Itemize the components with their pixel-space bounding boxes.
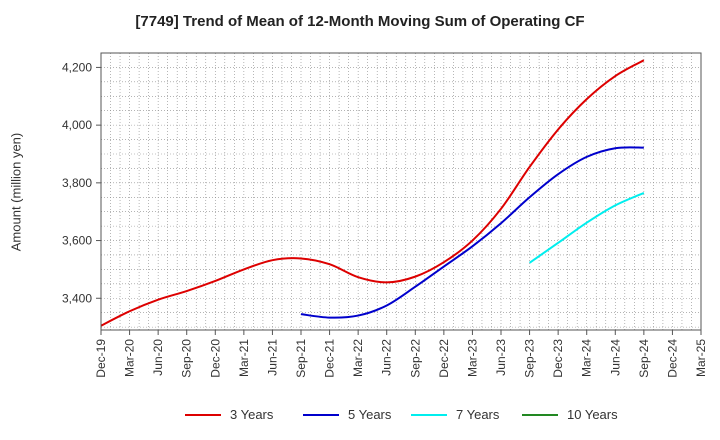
x-tick-label: Jun-21 bbox=[265, 339, 279, 376]
x-tick-label: Sep-20 bbox=[180, 339, 194, 378]
y-tick-label: 3,400 bbox=[62, 291, 92, 305]
legend-swatch bbox=[303, 414, 339, 416]
series-line-7-years bbox=[528, 192, 645, 264]
x-tick-label: Jun-23 bbox=[494, 339, 508, 376]
y-tick-label: 3,600 bbox=[62, 234, 92, 248]
legend-label: 3 Years bbox=[230, 407, 274, 422]
y-axis-ticks: 3,400 3,600 3,800 4,000 4,200 bbox=[62, 60, 101, 305]
series-line-5-years bbox=[300, 146, 644, 319]
x-tick-label: Jun-20 bbox=[151, 339, 165, 376]
x-tick-label: Mar-24 bbox=[580, 339, 594, 377]
gridlines bbox=[100, 52, 702, 330]
legend-label: 7 Years bbox=[456, 407, 500, 422]
x-tick-label: Mar-25 bbox=[694, 339, 708, 377]
y-tick-label: 4,000 bbox=[62, 118, 92, 132]
series-line-3-years bbox=[100, 59, 645, 327]
x-tick-label: Dec-20 bbox=[208, 339, 222, 378]
x-tick-label: Dec-21 bbox=[323, 339, 337, 378]
x-tick-label: Mar-22 bbox=[351, 339, 365, 377]
x-tick-label: Dec-19 bbox=[94, 339, 108, 378]
x-tick-label: Mar-23 bbox=[465, 339, 479, 377]
legend-swatch bbox=[185, 414, 221, 416]
series-lines bbox=[100, 59, 645, 327]
x-tick-label: Sep-21 bbox=[294, 339, 308, 378]
x-tick-label: Dec-24 bbox=[665, 339, 679, 378]
legend-label: 5 Years bbox=[348, 407, 392, 422]
x-tick-label: Jun-22 bbox=[380, 339, 394, 376]
x-tick-label: Mar-20 bbox=[123, 339, 137, 377]
plot-frame bbox=[100, 52, 702, 331]
x-tick-label: Jun-24 bbox=[608, 339, 622, 376]
legend-label: 10 Years bbox=[567, 407, 618, 422]
x-tick-label: Sep-24 bbox=[637, 339, 651, 378]
x-axis-ticks: Dec-19 Mar-20 Jun-20 Sep-20 Dec-20 Mar-21 Jun-… bbox=[94, 330, 708, 378]
x-tick-label: Dec-22 bbox=[437, 339, 451, 378]
x-tick-label: Mar-21 bbox=[237, 339, 251, 377]
legend-swatch bbox=[411, 414, 447, 416]
x-tick-label: Dec-23 bbox=[551, 339, 565, 378]
legend: 3 Years 5 Years 7 Years 10 Years bbox=[0, 405, 720, 425]
chart-title: [7749] Trend of Mean of 12-Month Moving … bbox=[135, 13, 585, 30]
y-tick-label: 4,200 bbox=[62, 60, 92, 74]
legend-swatch bbox=[522, 414, 558, 416]
y-tick-label: 3,800 bbox=[62, 176, 92, 190]
x-tick-label: Sep-23 bbox=[523, 339, 537, 378]
x-tick-label: Sep-22 bbox=[408, 339, 422, 378]
